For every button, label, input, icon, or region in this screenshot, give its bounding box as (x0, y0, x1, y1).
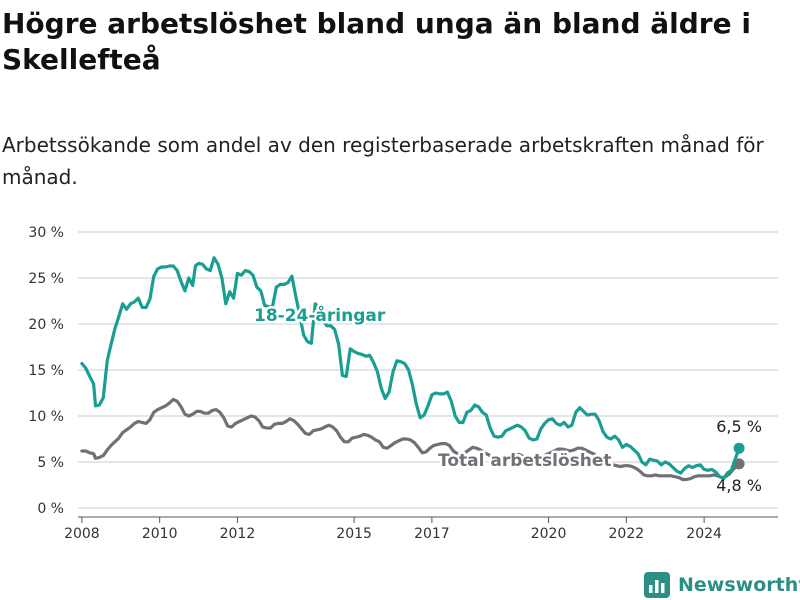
x-axis: 2008 2010 2012 2015 2017 2020 2022 2024 (64, 516, 778, 542)
bar-chart-logo-icon (644, 572, 670, 598)
y-tick-label: 30 % (28, 225, 64, 241)
series-labels: 18-24-åringar Total arbetslöshet 6,5 % 4,8 … (252, 302, 762, 495)
series-label-total: Total arbetslöshet (438, 451, 612, 471)
y-tick-label: 0 % (37, 501, 64, 517)
end-point-youth (733, 442, 745, 454)
x-tick-label: 2024 (686, 526, 722, 542)
end-value-total: 4,8 % (716, 476, 762, 495)
x-tick-label: 2012 (220, 526, 256, 542)
gridlines (78, 231, 778, 509)
x-tick-label: 2010 (142, 526, 178, 542)
end-point-total (733, 458, 745, 470)
y-axis-ticks: 0 % 5 % 10 % 15 % 20 % 25 % 30 % (28, 225, 64, 517)
y-tick-label: 5 % (37, 455, 64, 471)
x-tick-label: 2015 (336, 526, 372, 542)
series-label-youth: 18-24-åringar (254, 304, 386, 326)
x-tick-label: 2020 (531, 526, 567, 542)
series-lines (80, 256, 745, 482)
chart-subtitle: Arbetssökande som andel av den registerb… (2, 133, 764, 189)
x-tick-label: 2008 (64, 526, 100, 542)
brand-logo: Newsworthy (644, 570, 800, 600)
x-tick-label: 2017 (414, 526, 450, 542)
end-value-youth: 6,5 % (716, 417, 762, 436)
series-line-total (80, 397, 741, 482)
chart-title: Högre arbetslöshet bland unga än bland ä… (2, 7, 751, 76)
series-line-youth (80, 256, 741, 481)
y-tick-label: 25 % (28, 271, 64, 287)
y-tick-label: 20 % (28, 317, 64, 333)
y-tick-label: 10 % (28, 409, 64, 425)
y-tick-label: 15 % (28, 363, 64, 379)
x-tick-label: 2022 (609, 526, 645, 542)
brand-name: Newsworthy (678, 574, 800, 596)
